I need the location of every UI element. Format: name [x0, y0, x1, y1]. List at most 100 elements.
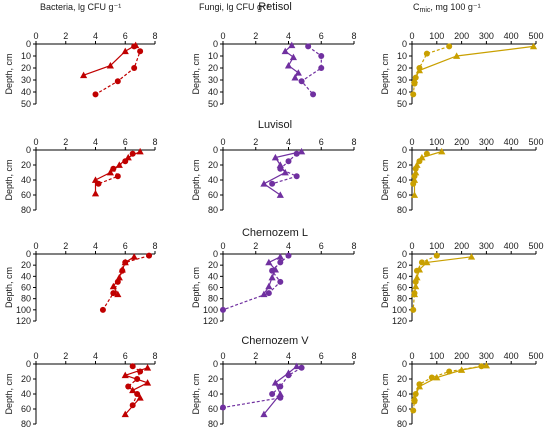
- x-tick-label: 8: [351, 241, 356, 251]
- data-point-triangle: [298, 147, 306, 155]
- data-point-triangle: [438, 147, 446, 155]
- data-point-triangle: [129, 386, 137, 394]
- y-axis-title: Depth, cm: [380, 373, 390, 414]
- x-tick-label: 300: [479, 31, 494, 41]
- x-tick-label: 8: [351, 351, 356, 361]
- x-tick-label: 0: [220, 31, 225, 41]
- series-line-circle: [300, 45, 322, 95]
- x-tick-label: 2: [253, 351, 258, 361]
- data-point-triangle: [276, 390, 284, 397]
- y-tick-label: 20: [21, 63, 31, 73]
- data-point-triangle: [281, 168, 289, 176]
- y-axis-title: Depth, cm: [191, 159, 201, 200]
- y-tick-label: 60: [21, 283, 31, 293]
- y-tick-label: 10: [21, 51, 31, 61]
- x-tick-label: 8: [152, 241, 157, 251]
- x-tick-label: 0: [409, 241, 414, 251]
- y-tick-label: 120: [16, 316, 31, 326]
- y-tick-label: 10: [208, 51, 218, 61]
- data-point-triangle: [281, 47, 289, 55]
- x-tick-label: 8: [152, 351, 157, 361]
- data-point-circle: [131, 65, 138, 71]
- data-point-circle: [114, 78, 121, 85]
- x-tick-label: 0: [409, 31, 414, 41]
- soil-labels: Retisol Luvisol Chernozem L Chernozem V: [241, 1, 309, 347]
- data-point-triangle: [143, 379, 152, 386]
- data-point-triangle: [271, 153, 279, 161]
- data-point-circle: [269, 391, 276, 397]
- data-point-circle: [305, 43, 312, 50]
- x-tick-label: 4: [93, 241, 98, 251]
- data-point-triangle: [413, 273, 421, 281]
- y-tick-label: 60: [21, 190, 31, 200]
- data-point-circle: [318, 65, 325, 71]
- y-tick-label: 40: [21, 389, 31, 399]
- data-point-circle: [277, 383, 284, 390]
- data-point-triangle: [109, 282, 117, 290]
- y-tick-label: 0: [213, 359, 218, 369]
- x-tick-label: 0: [220, 351, 225, 361]
- y-tick-label: 40: [208, 175, 218, 185]
- x-tick-label: 6: [319, 31, 324, 41]
- y-axis-title: Depth, cm: [380, 267, 390, 308]
- y-tick-label: 50: [21, 99, 31, 109]
- x-tick-label: 100: [429, 31, 444, 41]
- data-point-circle: [418, 259, 425, 266]
- x-tick-label: 8: [152, 137, 157, 147]
- x-tick-label: 6: [319, 241, 324, 251]
- y-tick-label: 80: [397, 294, 407, 304]
- data-point-circle: [277, 259, 284, 266]
- data-point-triangle: [467, 253, 476, 260]
- data-point-circle: [318, 53, 325, 59]
- fungi-header: Fungi, lg CFU g⁻¹: [199, 2, 270, 12]
- x-tick-label: 2: [63, 241, 68, 251]
- x-tick-label: 6: [319, 351, 324, 361]
- data-point-triangle: [288, 41, 296, 49]
- data-point-triangle: [458, 366, 466, 373]
- data-point-circle: [412, 278, 419, 285]
- data-point-triangle: [260, 410, 268, 418]
- data-point-triangle: [260, 290, 268, 298]
- data-point-circle: [125, 383, 132, 390]
- data-point-triangle: [265, 258, 273, 266]
- y-tick-label: 20: [208, 374, 218, 384]
- data-point-triangle: [294, 69, 302, 76]
- data-point-circle: [298, 78, 305, 85]
- series-line-triangle: [83, 44, 136, 76]
- x-tick-label: 0: [33, 241, 38, 251]
- y-tick-label: 80: [397, 419, 407, 429]
- x-tick-label: 4: [286, 351, 291, 361]
- data-point-triangle: [415, 66, 424, 74]
- x-tick-label: 4: [93, 31, 98, 41]
- y-tick-label: 60: [208, 404, 218, 414]
- data-point-triangle: [121, 371, 129, 379]
- x-tick-label: 500: [528, 31, 543, 41]
- x-tick-label: 2: [63, 351, 68, 361]
- data-point-circle: [146, 252, 153, 259]
- data-point-triangle: [276, 191, 284, 198]
- x-tick-label: 200: [454, 241, 469, 251]
- y-tick-label: 40: [21, 271, 31, 281]
- bacteria-header: Bacteria, lg CFU g⁻¹: [40, 2, 121, 12]
- y-tick-label: 80: [208, 419, 218, 429]
- y-tick-label: 60: [208, 190, 218, 200]
- data-point-triangle: [410, 290, 419, 298]
- x-tick-label: 8: [152, 31, 157, 41]
- y-tick-label: 20: [397, 374, 407, 384]
- data-point-triangle: [418, 153, 426, 161]
- y-tick-label: 0: [402, 359, 407, 369]
- data-point-triangle: [410, 76, 419, 83]
- data-point-triangle: [91, 189, 100, 197]
- y-tick-label: 60: [397, 283, 407, 293]
- soil-label-chernozem-l: Chernozem L: [242, 227, 308, 239]
- y-tick-label: 30: [397, 75, 407, 85]
- y-tick-label: 80: [21, 294, 31, 304]
- x-tick-label: 500: [528, 351, 543, 361]
- x-tick-label: 200: [454, 31, 469, 41]
- y-tick-label: 0: [26, 145, 31, 155]
- data-point-triangle: [121, 258, 129, 266]
